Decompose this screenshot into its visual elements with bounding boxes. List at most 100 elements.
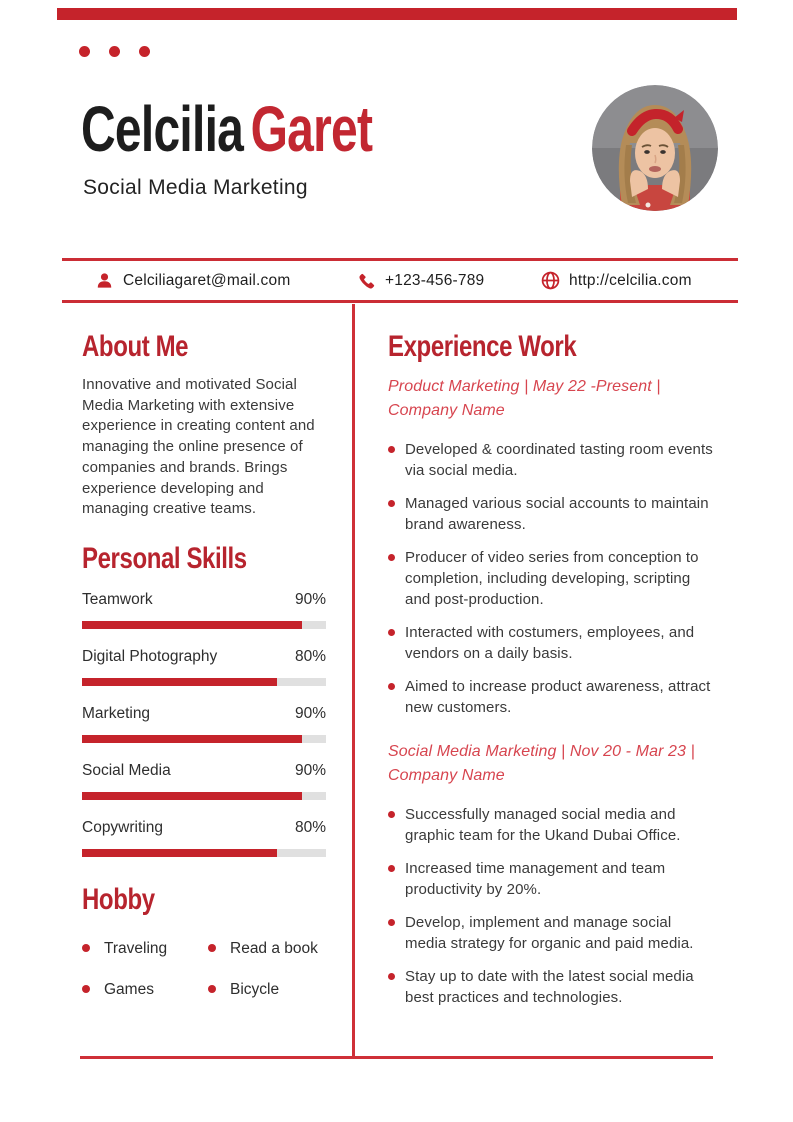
skill-bar-fill [82,848,278,857]
job-bullet: Increased time management and team produ… [388,858,714,900]
job-bullet: Stay up to date with the latest social m… [388,966,714,1008]
skill-bar-fill [82,620,302,629]
bullet-dot-icon [82,985,90,994]
red-dot [109,46,120,57]
about-heading: About Me [82,330,189,363]
profile-photo-illustration [592,85,718,211]
contact-website[interactable]: http://celcilia.com [541,261,692,300]
bullet-dot-icon [388,865,395,872]
job-bullet: Interacted with costumers, employees, an… [388,622,714,664]
job-bullet-text: Increased time management and team produ… [405,860,666,898]
contact-phone[interactable]: +123-456-789 [358,261,484,300]
bullet-dot-icon [388,446,395,453]
bullet-dot-icon [208,944,216,953]
contact-phone-label: +123-456-789 [385,271,485,289]
job-bullet: Producer of video series from conception… [388,547,714,610]
job-bullet-text: Interacted with costumers, employees, an… [405,624,695,662]
skill-label: Copywriting [82,818,163,836]
contact-email[interactable]: Celciliagaret@mail.com [95,261,290,300]
about-text: Innovative and motivated Social Media Ma… [82,376,315,518]
red-dot [139,46,150,57]
bullet-dot-icon [208,985,216,994]
skill-item: Marketing 90% [82,703,326,760]
job-title: Product Marketing | May 22 -Present | Co… [388,378,661,419]
job-bullet-text: Developed & coordinated tasting room eve… [405,441,713,479]
bottom-accent-line [80,1056,713,1059]
skill-bar-fill [82,791,302,800]
hobby-heading: Hobby [82,882,155,916]
job-bullet: Managed various social accounts to maint… [388,493,714,535]
contact-email-label: Celciliagaret@mail.com [123,271,291,289]
skills-list: Teamwork 90% Digital Photography 80% Mar… [82,589,326,874]
skill-bar-fill [82,734,302,743]
hobby-item: Read a book [208,938,332,959]
skill-label: Social Media [82,761,171,779]
last-name: Garet [250,93,373,165]
job-bullet-text: Develop, implement and manage social med… [405,914,694,952]
person-name: Celcilia Garet [81,96,373,162]
skill-bar-fill [82,677,278,686]
bullet-dot-icon [388,629,395,636]
user-icon [97,273,112,288]
bullet-dot-icon [82,944,90,953]
hobby-label: Games [104,980,154,998]
skill-value: 80% [294,818,326,836]
job-bullet-list: Developed & coordinated tasting room eve… [388,439,714,718]
skill-item: Teamwork 90% [82,589,326,646]
bullet-dot-icon [388,919,395,926]
job-subtitle: Social Media Marketing [83,176,308,199]
hobby-list: Traveling Read a book Games Bicycle [82,938,332,1000]
right-column: Experience Work Product Marketing | May … [388,318,714,1020]
skill-value: 90% [294,590,326,608]
job-bullet-text: Successfully managed social media and gr… [405,806,681,844]
job-bullet-text: Stay up to date with the latest social m… [405,968,694,1006]
job-bullet-list: Successfully managed social media and gr… [388,804,714,1008]
hobby-item: Games [82,979,208,1000]
first-name: Celcilia [81,93,244,165]
job-bullet-text: Managed various social accounts to maint… [405,495,709,533]
decorative-dots [79,46,150,57]
globe-icon [541,271,560,290]
profile-photo [592,85,718,211]
top-accent-bar [57,8,737,20]
job-bullet-text: Aimed to increase product awareness, att… [405,678,711,716]
skill-bar-track [82,677,326,686]
job-title: Social Media Marketing | Nov 20 - Mar 23… [388,743,695,784]
bullet-dot-icon [388,554,395,561]
left-column: About Me Innovative and motivated Social… [82,318,332,1000]
phone-icon [359,273,375,289]
skill-bar-track [82,791,326,800]
red-dot [79,46,90,57]
job-bullet: Develop, implement and manage social med… [388,912,714,954]
contact-bar: Celciliagaret@mail.com +123-456-789 http… [62,258,738,303]
skill-value: 90% [294,704,326,722]
bullet-dot-icon [388,811,395,818]
skill-bar-track [82,848,326,857]
skills-heading: Personal Skills [82,541,247,575]
job-bullet: Successfully managed social media and gr… [388,804,714,846]
skill-label: Digital Photography [82,647,218,665]
hobby-label: Read a book [230,939,318,957]
job-bullet: Developed & coordinated tasting room eve… [388,439,714,481]
column-divider [352,304,355,1056]
bullet-dot-icon [388,973,395,980]
skill-bar-track [82,734,326,743]
bullet-dot-icon [388,683,395,690]
job-bullet-text: Producer of video series from conception… [405,549,699,608]
hobby-item: Bicycle [208,979,332,1000]
job-bullet: Aimed to increase product awareness, att… [388,676,714,718]
skill-item: Digital Photography 80% [82,646,326,703]
skill-value: 80% [294,647,326,665]
skill-label: Marketing [82,704,151,722]
experience-heading: Experience Work [388,330,577,363]
skill-item: Copywriting 80% [82,817,326,874]
hobby-item: Traveling [82,938,208,959]
skill-bar-track [82,620,326,629]
skill-item: Social Media 90% [82,760,326,817]
hobby-label: Traveling [104,939,168,957]
bullet-dot-icon [388,500,395,507]
skill-label: Teamwork [82,590,153,608]
contact-website-label: http://celcilia.com [569,271,692,289]
hobby-label: Bicycle [230,980,280,998]
